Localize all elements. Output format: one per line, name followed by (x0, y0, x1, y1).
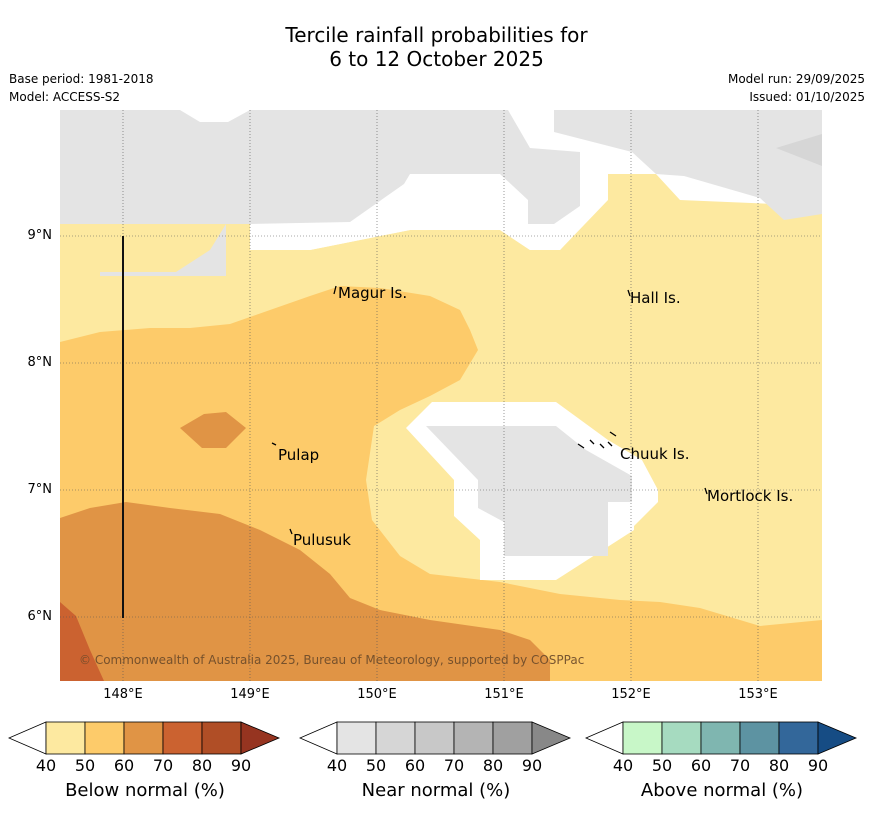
colorbar-extend-low (585, 721, 624, 755)
base-period-label: Base period: 1981-2018 (9, 72, 154, 86)
colorbar-tick-label: 50 (365, 756, 387, 775)
colorbar-swatch (414, 721, 455, 755)
near-normal-40-50-top (60, 110, 580, 276)
colorbar-extend-high (531, 721, 572, 755)
model-run-label: Model run: 29/09/2025 (727, 72, 865, 86)
model-label: Model: ACCESS-S2 (9, 90, 121, 104)
colorbar-title-near: Near normal (%) (361, 780, 511, 801)
lat-label: 9°N (27, 228, 53, 243)
colorbar-tick-label: 40 (612, 756, 634, 775)
meta-left: Base period: 1981-2018 Model: ACCESS-S2 (9, 70, 154, 106)
colorbar-tick-label: 70 (443, 756, 465, 775)
graticule (60, 110, 822, 681)
colorbar-tick-label: 90 (521, 756, 543, 775)
colorbar-tick-label: 60 (113, 756, 135, 775)
lon-label: 148°E (103, 687, 143, 702)
lon-label: 151°E (484, 687, 524, 702)
map-title-line2: 6 to 12 October 2025 (329, 47, 544, 71)
lon-label: 149°E (230, 687, 270, 702)
colorbar-tick-label: 70 (729, 756, 751, 775)
colorbar-swatch (622, 721, 663, 755)
colorbar-tick-label: 40 (326, 756, 348, 775)
colorbar-title-above: Above normal (%) (640, 780, 804, 801)
place-pulusuk: Pulusuk (293, 531, 351, 549)
lon-label: 153°E (738, 687, 778, 702)
colorbar-swatch (739, 721, 780, 755)
meta-right: Model run: 29/09/2025 Issued: 01/10/2025 (728, 70, 865, 106)
colorbar-tick-label: 90 (230, 756, 252, 775)
colorbar-tick-label: 70 (152, 756, 174, 775)
lat-label: 7°N (27, 482, 53, 497)
colorbar-extend-high (817, 721, 858, 755)
colorbar-tick-label: 80 (482, 756, 504, 775)
near-normal-50-60-corner (776, 134, 822, 166)
place-hall: Hall Is. (630, 289, 681, 307)
below-70-80-region (60, 602, 104, 681)
colorbar-tick-label: 90 (807, 756, 829, 775)
colorbar-above (585, 721, 858, 755)
colorbar-near (299, 721, 572, 755)
colorbar-swatch (84, 721, 125, 755)
colorbar-title-below: Below normal (%) (65, 780, 225, 801)
lat-label: 8°N (27, 355, 53, 370)
colorbar-tick-label: 50 (74, 756, 96, 775)
colorbar-swatch (123, 721, 164, 755)
lon-label: 152°E (611, 687, 651, 702)
colorbar-tick-label: 80 (768, 756, 790, 775)
place-chuuk: Chuuk Is. (620, 445, 690, 463)
issued-label: Issued: 01/10/2025 (749, 90, 865, 104)
near-normal-40-50-mid (426, 426, 632, 556)
colorbar-tick-label: 60 (690, 756, 712, 775)
colorbar-swatch (375, 721, 416, 755)
colorbar-swatch (778, 721, 819, 755)
colorbar-swatch (492, 721, 533, 755)
colorbar-tick-label: 50 (651, 756, 673, 775)
colorbar-swatch (700, 721, 741, 755)
copyright-text: © Commonwealth of Australia 2025, Bureau… (79, 653, 585, 667)
colorbar-tick-label: 40 (35, 756, 57, 775)
colorbar-swatch (453, 721, 494, 755)
colorbar-swatch (201, 721, 242, 755)
colorbar-tick-label: 60 (404, 756, 426, 775)
colorbar-swatch (45, 721, 86, 755)
colorbar-swatch (661, 721, 702, 755)
lat-label: 6°N (27, 609, 53, 624)
place-pulap: Pulap (278, 446, 320, 464)
island-marks (271, 285, 708, 535)
below-60-70-blob (180, 412, 246, 448)
place-mortlock: Mortlock Is. (707, 487, 794, 505)
map-title-line1: Tercile rainfall probabilities for (285, 23, 588, 47)
colorbar-extend-low (299, 721, 338, 755)
colorbar-below (8, 721, 281, 755)
near-normal-40-50-topright (554, 110, 822, 220)
colorbar-extend-high (240, 721, 281, 755)
colorbar-swatch (336, 721, 377, 755)
colorbar-extend-low (8, 721, 47, 755)
colorbar-tick-label: 80 (191, 756, 213, 775)
below-60-70-region (60, 502, 550, 681)
colorbar-swatch (162, 721, 203, 755)
probability-map (60, 110, 822, 681)
lon-label: 150°E (357, 687, 397, 702)
place-magur: Magur Is. (338, 284, 408, 302)
